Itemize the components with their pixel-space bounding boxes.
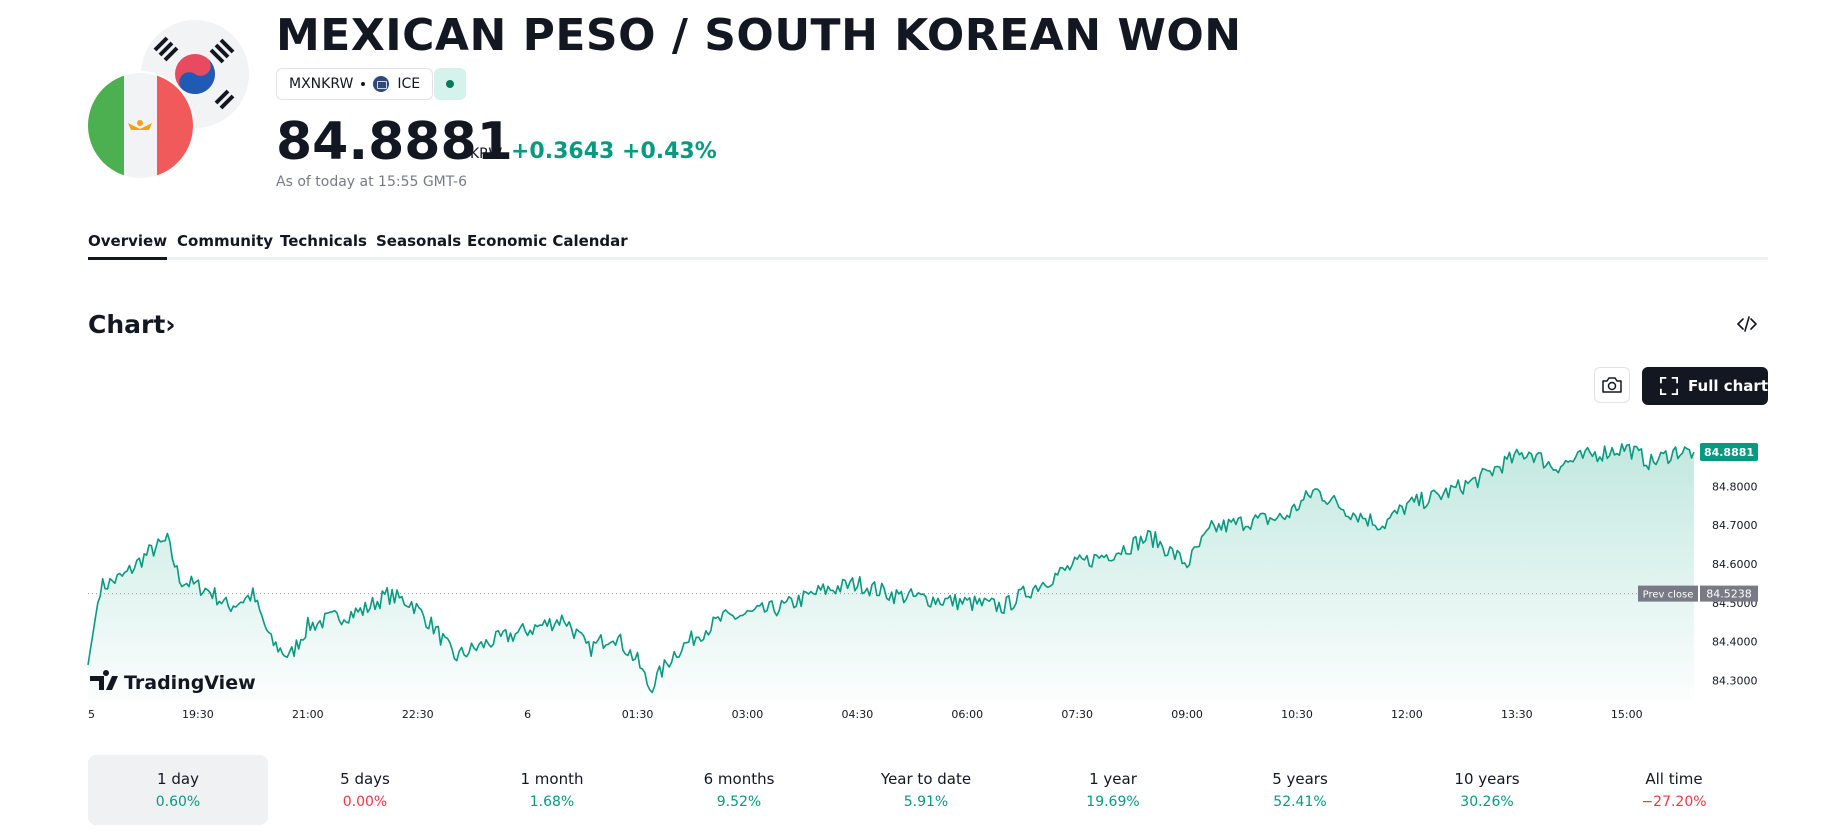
price-chart-svg[interactable]: 84.800084.700084.600084.500084.400084.30… <box>0 420 1845 730</box>
price-timestamp: As of today at 15:55 GMT-6 <box>276 174 467 190</box>
x-tick-label: 22:30 <box>402 708 434 721</box>
price-area-fill <box>88 443 1694 700</box>
chart-section-title: Chart <box>88 310 166 339</box>
market-status-badge[interactable] <box>434 68 466 100</box>
tab-economic-calendar[interactable]: Economic Calendar <box>467 232 628 250</box>
tradingview-logo-icon <box>90 670 118 690</box>
x-tick-label: 07:30 <box>1061 708 1093 721</box>
y-tick-label: 84.3000 <box>1712 675 1758 688</box>
prev-close-value: 84.5238 <box>1706 588 1752 601</box>
period-label: 5 years <box>1272 770 1328 788</box>
x-tick-label: 12:00 <box>1391 708 1423 721</box>
period-5-days[interactable]: 5 days 0.00% <box>275 755 455 825</box>
period-change: 0.60% <box>155 794 201 810</box>
snapshot-button[interactable] <box>1594 367 1630 403</box>
last-price-badge <box>1700 443 1758 462</box>
ticker-symbol: MXNKRW <box>289 76 354 92</box>
x-tick-label: 21:00 <box>292 708 324 721</box>
full-chart-button[interactable]: Full chart <box>1642 367 1768 405</box>
period-year-to-date[interactable]: Year to date 5.91% <box>836 755 1016 825</box>
currency-flags <box>86 18 252 180</box>
period-all-time[interactable]: All time −27.20% <box>1584 755 1764 825</box>
tradingview-watermark: TradingView <box>124 672 256 694</box>
code-icon <box>1737 316 1757 332</box>
separator-dot <box>361 82 366 86</box>
tab-overview[interactable]: Overview <box>88 232 168 260</box>
x-tick-label: 03:00 <box>732 708 764 721</box>
period-label: Year to date <box>880 770 972 788</box>
period-change: 5.91% <box>903 794 949 810</box>
status-dot-icon <box>446 80 454 88</box>
period-1-year[interactable]: 1 year 19.69% <box>1023 755 1203 825</box>
period-change: 0.00% <box>342 794 388 810</box>
page-title: MEXICAN PESO / SOUTH KOREAN WON <box>276 10 1242 61</box>
x-tick-label: 13:30 <box>1501 708 1533 721</box>
mexico-flag-icon <box>86 71 195 180</box>
period-change: −27.20% <box>1641 794 1707 810</box>
period-change: 19.69% <box>1086 794 1140 810</box>
period-1-day[interactable]: 1 day 0.60% <box>88 755 268 825</box>
period-change: 52.41% <box>1273 794 1327 810</box>
exchange-name: ICE <box>397 76 421 92</box>
period-label: 10 years <box>1454 770 1520 788</box>
period-label: 5 days <box>340 770 390 788</box>
price-currency: KRW <box>470 146 503 162</box>
x-tick-label: 5 <box>88 708 95 721</box>
current-price: 84.8881 <box>276 112 513 172</box>
y-tick-label: 84.7000 <box>1712 519 1758 532</box>
period-change: 1.68% <box>529 794 575 810</box>
x-tick-label: 04:30 <box>842 708 874 721</box>
period-label: 6 months <box>703 770 775 788</box>
tab-seasonals[interactable]: Seasonals <box>376 232 462 250</box>
period-5-years[interactable]: 5 years 52.41% <box>1210 755 1390 825</box>
x-tick-label: 15:00 <box>1611 708 1643 721</box>
y-tick-label: 84.6000 <box>1712 558 1758 571</box>
prev-close-label: Prev close <box>1643 590 1694 601</box>
chart-section-link[interactable]: Chart› <box>88 310 176 339</box>
period-label: All time <box>1645 770 1703 788</box>
change-absolute: +0.3643 <box>511 139 615 164</box>
x-tick-label: 6 <box>524 708 531 721</box>
last-price-label: 84.8881 <box>1704 446 1754 459</box>
full-chart-label: Full chart <box>1688 377 1768 395</box>
change-percent: +0.43% <box>622 139 717 164</box>
x-tick-label: 01:30 <box>622 708 654 721</box>
period-label: 1 month <box>520 770 584 788</box>
x-tick-label: 19:30 <box>182 708 214 721</box>
period-10-years[interactable]: 10 years 30.26% <box>1397 755 1577 825</box>
camera-icon <box>1602 377 1622 393</box>
period-1-month[interactable]: 1 month 1.68% <box>462 755 642 825</box>
period-change: 30.26% <box>1460 794 1514 810</box>
chevron-right-icon: › <box>165 310 176 339</box>
tab-technicals[interactable]: Technicals <box>280 232 367 250</box>
period-change: 9.52% <box>716 794 762 810</box>
symbol-tabs: Overview Community Technicals Seasonals … <box>88 230 1768 260</box>
price-line <box>87 443 1695 694</box>
price-change: +0.3643 +0.43% <box>511 139 717 164</box>
prev-close-badge <box>1638 585 1698 602</box>
y-tick-label: 84.8000 <box>1712 480 1758 493</box>
x-tick-label: 06:00 <box>951 708 983 721</box>
period-label: 1 year <box>1089 770 1137 788</box>
period-label: 1 day <box>157 770 199 788</box>
performance-periods: 1 day 0.60% 5 days 0.00% 1 month 1.68% 6… <box>88 755 1768 825</box>
embed-code-button[interactable] <box>1735 312 1759 336</box>
exchange-logo-icon <box>373 76 390 92</box>
y-tick-label: 84.4000 <box>1712 636 1758 649</box>
period-6-months[interactable]: 6 months 9.52% <box>649 755 829 825</box>
x-tick-label: 09:00 <box>1171 708 1203 721</box>
price-chart[interactable]: 84.8000 84.7000 84.6000 84.5000 84.4000 84.30… <box>0 420 1845 730</box>
prev-close-value-badge <box>1700 585 1758 602</box>
ticker-chip[interactable]: MXNKRW ICE <box>276 68 434 100</box>
x-tick-label: 10:30 <box>1281 708 1313 721</box>
tab-community[interactable]: Community <box>177 232 274 250</box>
fullscreen-icon <box>1660 376 1679 396</box>
